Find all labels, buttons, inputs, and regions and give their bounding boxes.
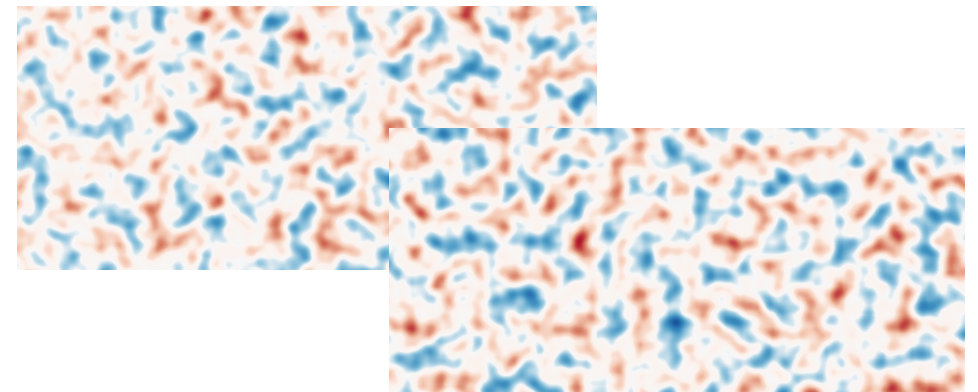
noise-field-front <box>389 128 965 392</box>
screen <box>0 0 978 392</box>
